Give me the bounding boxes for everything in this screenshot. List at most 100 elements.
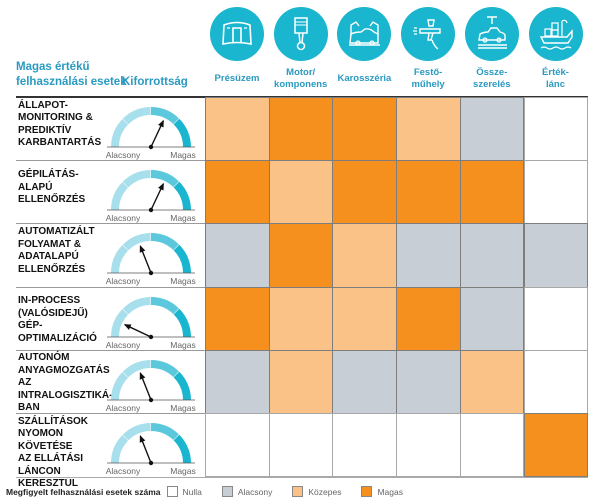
legend-swatch xyxy=(361,486,373,497)
row-divider xyxy=(16,286,205,288)
heatmap-cell xyxy=(523,413,589,478)
heatmap-cell xyxy=(523,160,589,225)
maturity-gauge: Alacsony Magas xyxy=(103,292,199,352)
heatmap-cell xyxy=(332,223,398,288)
gauge-segment xyxy=(122,359,151,378)
heatmap-cell xyxy=(396,160,461,225)
heatmap-cell xyxy=(268,223,334,288)
heatmap-cell xyxy=(396,413,461,478)
heatmap-cell xyxy=(396,349,461,414)
gauge-segment xyxy=(173,434,191,464)
heatmap-cell xyxy=(523,286,589,351)
gauge-segment xyxy=(173,181,191,211)
gauge-label-low: Alacsony xyxy=(106,276,141,286)
maturity-gauge: Alacsony Magas xyxy=(103,355,199,415)
legend-label: Alacsony xyxy=(237,486,273,497)
use-case-label: ÁLLAPOT- MONITORING & PREDIKTÍV KARBANTARTÁ… xyxy=(18,99,102,149)
legend-item: Alacsony xyxy=(221,486,273,497)
gauge-label-high: Magas xyxy=(170,276,196,286)
gauge-label-high: Magas xyxy=(170,213,196,223)
gauge-label-high: Magas xyxy=(170,466,196,476)
car-hood-icon xyxy=(210,7,264,61)
gauge-segment xyxy=(111,308,129,337)
legend-label: Magas xyxy=(377,486,403,497)
column-label: Motor/komponens xyxy=(274,67,328,90)
gauge-needle-head xyxy=(139,245,146,254)
gauge-needle-head xyxy=(158,183,164,191)
gauge-segment xyxy=(122,423,151,441)
heatmap-cell xyxy=(523,97,589,162)
legend-item: Közepes xyxy=(292,486,341,497)
gauge-label-low: Alacsony xyxy=(106,340,141,350)
gauge-hub xyxy=(148,144,154,150)
maturity-gauge: Alacsony Magas xyxy=(103,165,199,225)
heatmap-cell xyxy=(332,349,398,414)
gauge-segment xyxy=(111,119,129,148)
heatmap-cell xyxy=(332,413,398,478)
use-case-label: SZÁLLÍTÁSOK NYOMON KÖVETÉSE AZ ELLÁTÁSI LÁ… xyxy=(18,415,88,490)
heatmap-cell xyxy=(396,97,461,162)
gauge-label-low: Alacsony xyxy=(106,213,141,223)
gauge-segment xyxy=(122,107,151,125)
heatmap-cell xyxy=(459,349,525,414)
heatmap-cell xyxy=(205,413,270,478)
gauge-segment xyxy=(150,170,179,188)
use-case-label: AUTONÓM ANYAGMOZGATÁS AZ INTRALOGISZTIKÁ- B… xyxy=(18,352,113,414)
gauge-segment xyxy=(173,308,191,337)
gauge-segment xyxy=(111,435,129,464)
gauge-label-low: Alacsony xyxy=(106,466,141,476)
gauge-segment xyxy=(150,233,179,251)
heatmap-cell xyxy=(396,223,461,288)
use-case-label: AUTOMATIZÁLT FOLYAMAT & ADATALAPÚ ELLENŐRZÉ… xyxy=(18,226,95,275)
maturity-gauge: Alacsony Magas xyxy=(103,418,199,478)
gauge-segment xyxy=(111,371,129,401)
gauge-segment xyxy=(111,245,129,274)
heatmap-cell xyxy=(459,413,525,478)
legend-swatch xyxy=(221,486,233,497)
column-label: Karosszéria xyxy=(337,73,392,84)
gauge-hub xyxy=(148,334,154,339)
row-divider xyxy=(16,223,205,225)
gauge-needle-head xyxy=(158,119,164,128)
gauge-label-high: Magas xyxy=(170,150,196,160)
gauge-segment xyxy=(173,245,191,274)
heatmap-cell xyxy=(459,97,525,162)
legend-items: Nulla Alacsony Közepes Magas xyxy=(166,486,423,497)
legend: Megfigyelt felhasználási esetek száma Nu… xyxy=(6,486,423,497)
legend-item: Nulla xyxy=(166,486,202,497)
use-cases-column-title: Magas értékű felhasználási esetek xyxy=(16,61,127,88)
gauge-segment xyxy=(122,296,151,315)
heatmap-cell xyxy=(268,286,334,351)
gauge-segment xyxy=(173,371,191,401)
gauge-needle-head xyxy=(139,435,146,443)
column-label: Festő-műhely xyxy=(411,67,445,90)
gauge-label-low: Alacsony xyxy=(106,150,141,160)
spray-gun-icon xyxy=(401,7,456,61)
gauge-label-low: Alacsony xyxy=(106,403,141,413)
column-label: Présüzem xyxy=(214,73,260,84)
gauge-needle-head xyxy=(123,323,132,330)
heatmap-cell xyxy=(205,349,270,414)
heatmap-cell xyxy=(268,413,334,478)
gauge-hub xyxy=(148,271,154,276)
gauge-label-high: Magas xyxy=(170,403,196,413)
cargo-ship-icon xyxy=(528,7,583,61)
heatmap-cell xyxy=(205,223,270,288)
gauge-segment xyxy=(150,359,179,378)
gauge-hub xyxy=(148,460,154,466)
legend-label: Közepes xyxy=(308,486,342,497)
heatmap-cell xyxy=(268,97,334,162)
heatmap-cell xyxy=(205,160,270,225)
heatmap-cell xyxy=(459,223,525,288)
maturity-column-title: Kiforrottság xyxy=(122,76,188,88)
legend-label: Nulla xyxy=(182,486,202,497)
gauge-segment xyxy=(150,296,179,314)
piston-icon xyxy=(273,7,328,61)
heatmap-cell xyxy=(332,160,398,225)
gauge-hub xyxy=(148,207,154,213)
robot-arm-car-body-icon xyxy=(337,7,392,61)
bottom-divider xyxy=(16,477,588,479)
heatmap-cell xyxy=(523,223,589,288)
heatmap-cell xyxy=(459,160,525,225)
heatmap-cell xyxy=(268,160,334,225)
